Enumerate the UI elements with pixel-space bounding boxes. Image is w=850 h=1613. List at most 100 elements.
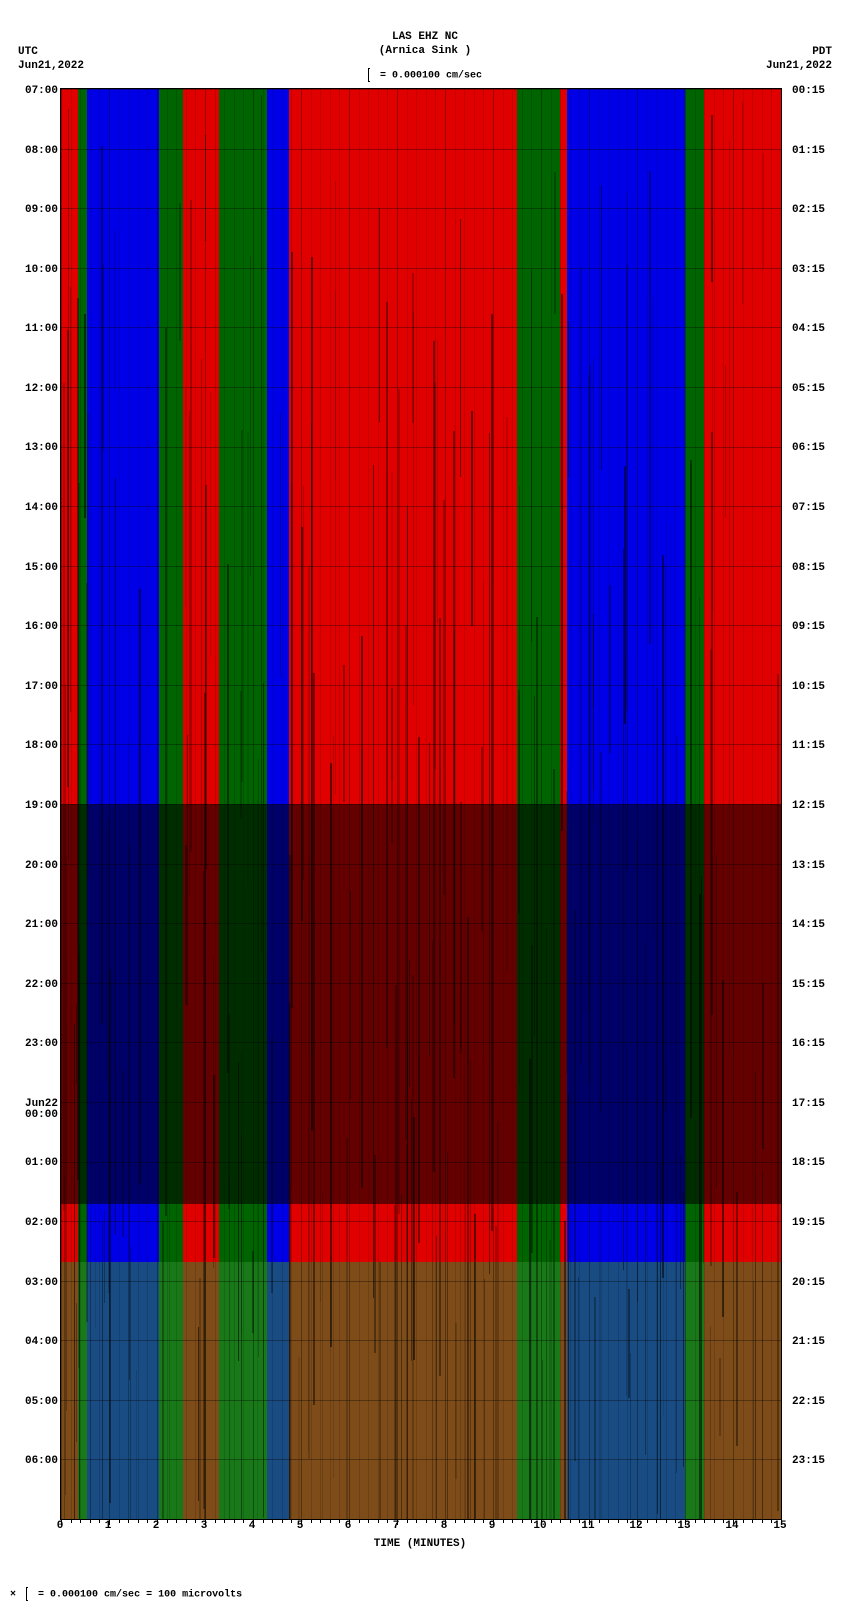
utc-time-label: 05:00 xyxy=(2,1397,58,1408)
noise-line xyxy=(187,735,188,1006)
noise-line xyxy=(600,1203,602,1519)
noise-line xyxy=(574,910,576,1462)
hgrid-line xyxy=(61,1162,781,1163)
utc-time-label: 18:00 xyxy=(2,741,58,752)
pdt-time-label: 06:15 xyxy=(792,443,846,454)
utc-time-label: 06:00 xyxy=(2,1456,58,1467)
pdt-time-label: 10:15 xyxy=(792,682,846,693)
noise-line xyxy=(95,838,96,1330)
x-tick-label: 10 xyxy=(533,1520,546,1532)
noise-line xyxy=(437,340,438,623)
utc-time-label: 16:00 xyxy=(2,622,58,633)
noise-line xyxy=(335,181,336,795)
utc-time-label: 08:00 xyxy=(2,146,58,157)
noise-line xyxy=(553,769,555,1519)
x-axis: TIME (MINUTES) 0123456789101112131415 xyxy=(60,1520,780,1560)
utc-time-label: 03:00 xyxy=(2,1278,58,1289)
scale-text: = 0.000100 cm/sec xyxy=(380,71,482,82)
pdt-time-label: 08:15 xyxy=(792,563,846,574)
pdt-time-label: 05:15 xyxy=(792,384,846,395)
noise-line xyxy=(201,359,202,866)
noise-line xyxy=(412,273,414,424)
pdt-time-label: 22:15 xyxy=(792,1397,846,1408)
hgrid-line xyxy=(61,506,781,507)
pdt-time-label: 07:15 xyxy=(792,503,846,514)
noise-line xyxy=(701,876,702,1519)
noise-line xyxy=(250,256,251,576)
x-tick-label: 13 xyxy=(677,1520,690,1532)
noise-line xyxy=(600,752,602,1112)
noise-line xyxy=(305,907,306,1104)
noise-line xyxy=(280,412,281,678)
noise-line xyxy=(690,460,692,1117)
noise-line xyxy=(361,636,363,1188)
noise-line xyxy=(564,1221,566,1519)
utc-label: UTC xyxy=(18,45,84,59)
noise-line xyxy=(710,650,712,1266)
noise-line xyxy=(227,564,229,1073)
top-right-corner: PDT Jun21,2022 xyxy=(766,45,832,74)
noise-line xyxy=(74,1024,75,1519)
noise-line xyxy=(554,172,556,314)
noise-line xyxy=(716,855,717,1187)
utc-time-label: 12:00 xyxy=(2,384,58,395)
noise-line xyxy=(84,314,86,518)
noise-line xyxy=(115,478,116,1234)
noise-line xyxy=(653,297,654,941)
utc-time-label: 14:00 xyxy=(2,503,58,514)
hgrid-line xyxy=(61,268,781,269)
noise-line xyxy=(536,617,538,1519)
pdt-time-label: 19:15 xyxy=(792,1218,846,1229)
utc-time-label: 04:00 xyxy=(2,1337,58,1348)
pdt-time-label: 02:15 xyxy=(792,205,846,216)
noise-line xyxy=(625,656,626,1045)
chart-header: LAS EHZ NC (Arnica Sink ) xyxy=(0,30,850,59)
noise-line xyxy=(777,674,779,1511)
hgrid-line xyxy=(61,983,781,984)
pdt-label: PDT xyxy=(766,45,832,59)
noise-line xyxy=(298,1357,300,1519)
noise-line xyxy=(391,472,393,781)
noise-line xyxy=(546,928,547,1519)
pdt-date: Jun21,2022 xyxy=(766,59,832,73)
noise-line xyxy=(65,685,66,1495)
noise-line xyxy=(199,1278,201,1519)
station-title: LAS EHZ NC xyxy=(0,30,850,44)
hgrid-line xyxy=(61,744,781,745)
noise-line xyxy=(542,1360,543,1519)
noise-line xyxy=(308,566,310,1458)
noise-line xyxy=(566,791,568,1074)
pdt-time-label: 14:15 xyxy=(792,920,846,931)
seismogram-plot xyxy=(60,88,782,1520)
noise-line xyxy=(467,917,469,1519)
station-subtitle: (Arnica Sink ) xyxy=(0,44,850,58)
x-tick-label: 12 xyxy=(629,1520,642,1532)
hgrid-line xyxy=(61,1221,781,1222)
noise-line xyxy=(670,525,671,1060)
pdt-time-label: 03:15 xyxy=(792,265,846,276)
hgrid-line xyxy=(61,566,781,567)
x-tick-label: 1 xyxy=(105,1520,112,1532)
noise-line xyxy=(460,986,461,1519)
noise-line xyxy=(763,154,764,268)
noise-line xyxy=(333,735,334,1478)
x-tick-label: 14 xyxy=(725,1520,738,1532)
x-tick-label: 3 xyxy=(201,1520,208,1532)
noise-line xyxy=(374,1155,376,1353)
noise-line xyxy=(418,737,420,1243)
noise-line xyxy=(162,1221,164,1519)
footer-tick-icon xyxy=(26,1587,28,1601)
hgrid-line xyxy=(61,804,781,805)
noise-line xyxy=(398,389,400,1214)
utc-time-label: 02:00 xyxy=(2,1218,58,1229)
y-axis-utc-labels: 07:0008:0009:0010:0011:0012:0013:0014:00… xyxy=(2,88,58,1518)
utc-time-label: 11:00 xyxy=(2,324,58,335)
noise-line xyxy=(87,413,89,879)
x-tick-label: 2 xyxy=(153,1520,160,1532)
utc-time-label: 21:00 xyxy=(2,920,58,931)
noise-line xyxy=(104,1210,105,1302)
utc-time-label: 20:00 xyxy=(2,861,58,872)
noise-line xyxy=(439,618,441,1376)
pdt-time-label: 15:15 xyxy=(792,980,846,991)
hgrid-line xyxy=(61,89,781,90)
